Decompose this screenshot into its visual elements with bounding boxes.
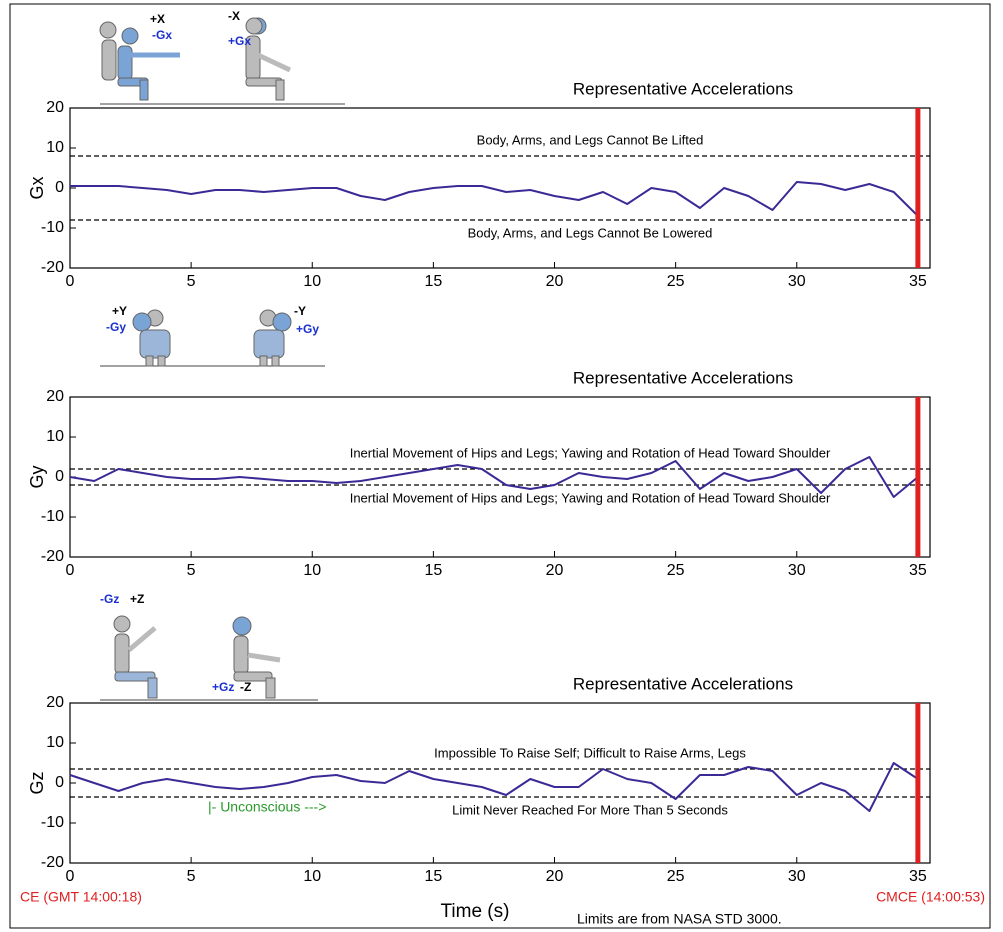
y-tick-label: 10 — [46, 139, 64, 156]
y-tick-label: 20 — [46, 694, 64, 711]
illustration-label: -Gz — [100, 592, 119, 606]
annotation: |- Unconscious ---> — [208, 799, 326, 815]
x-tick-label: 30 — [788, 562, 806, 579]
limit-label: Body, Arms, and Legs Cannot Be Lowered — [468, 225, 713, 240]
x-tick-label: 10 — [303, 273, 321, 290]
x-tick-label: 0 — [66, 868, 75, 885]
panel-title: Representative Accelerations — [573, 674, 793, 693]
plot-frame — [69, 702, 931, 864]
y-tick-label: -10 — [41, 508, 64, 525]
x-tick-label: 5 — [187, 273, 196, 290]
x-tick-label: 20 — [546, 562, 564, 579]
illustration-x — [99, 17, 345, 105]
illustration-label: +Gy — [296, 322, 319, 336]
plot-frame — [69, 396, 931, 558]
illustration-label: -Y — [294, 304, 306, 318]
x-axis-label: Time (s) — [441, 901, 510, 922]
limit-label: Body, Arms, and Legs Cannot Be Lifted — [477, 132, 704, 147]
data-line — [70, 181, 919, 217]
x-tick-label: 25 — [667, 562, 685, 579]
illustration-z — [100, 615, 318, 701]
start-label: CE (GMT 14:00:18) — [20, 889, 142, 905]
figure-border — [9, 3, 991, 929]
panel-title: Representative Accelerations — [573, 79, 793, 98]
end-label: CMCE (14:00:53) — [876, 889, 985, 905]
x-tick-label: 35 — [909, 868, 927, 885]
illustration-label: -Gy — [106, 320, 126, 334]
y-axis-label: Gz — [27, 771, 47, 794]
y-axis-label: Gy — [27, 465, 47, 488]
illustration-label: +Gz — [212, 680, 234, 694]
y-tick-label: -20 — [41, 259, 64, 276]
limit-label: Inertial Movement of Hips and Legs; Yawi… — [350, 490, 831, 505]
illustration-label: +X — [150, 12, 165, 26]
x-tick-label: 10 — [303, 868, 321, 885]
x-tick-label: 30 — [788, 273, 806, 290]
y-tick-label: 10 — [46, 428, 64, 445]
x-tick-label: 35 — [909, 562, 927, 579]
x-tick-label: 35 — [909, 273, 927, 290]
y-axis-label: Gx — [27, 176, 47, 199]
x-tick-label: 15 — [424, 273, 442, 290]
y-tick-label: 10 — [46, 734, 64, 751]
limit-label: Impossible To Raise Self; Difficult to R… — [434, 745, 746, 760]
illustration-label: +Y — [112, 304, 127, 318]
y-tick-label: 0 — [55, 468, 64, 485]
y-tick-label: 20 — [46, 388, 64, 405]
illustration-label: -Z — [240, 680, 251, 694]
x-tick-label: 15 — [424, 562, 442, 579]
limit-label: Inertial Movement of Hips and Legs; Yawi… — [350, 445, 831, 460]
x-tick-label: 15 — [424, 868, 442, 885]
illustration-label: +Gx — [228, 34, 251, 48]
x-tick-label: 10 — [303, 562, 321, 579]
y-tick-label: -10 — [41, 219, 64, 236]
x-tick-label: 0 — [66, 273, 75, 290]
x-tick-label: 5 — [187, 868, 196, 885]
y-tick-label: 20 — [46, 99, 64, 116]
illustration-label: -X — [228, 9, 240, 23]
source-note: Limits are from NASA STD 3000. — [577, 911, 782, 927]
data-line — [69, 456, 919, 498]
y-tick-label: -20 — [41, 548, 64, 565]
panel-title: Representative Accelerations — [573, 368, 793, 387]
x-tick-label: 20 — [546, 273, 564, 290]
data-line — [69, 762, 919, 812]
x-tick-label: 25 — [667, 868, 685, 885]
illustration-y — [100, 309, 325, 367]
illustration-label: +Z — [130, 592, 144, 606]
x-tick-label: 0 — [66, 562, 75, 579]
x-tick-label: 5 — [187, 562, 196, 579]
limit-label: Limit Never Reached For More Than 5 Seco… — [452, 802, 728, 817]
illustration-label: -Gx — [152, 28, 172, 42]
x-tick-label: 25 — [667, 273, 685, 290]
y-tick-label: 0 — [55, 179, 64, 196]
x-tick-label: 30 — [788, 868, 806, 885]
y-tick-label: -20 — [41, 854, 64, 871]
y-tick-label: -10 — [41, 814, 64, 831]
y-tick-label: 0 — [55, 774, 64, 791]
x-tick-label: 20 — [546, 868, 564, 885]
